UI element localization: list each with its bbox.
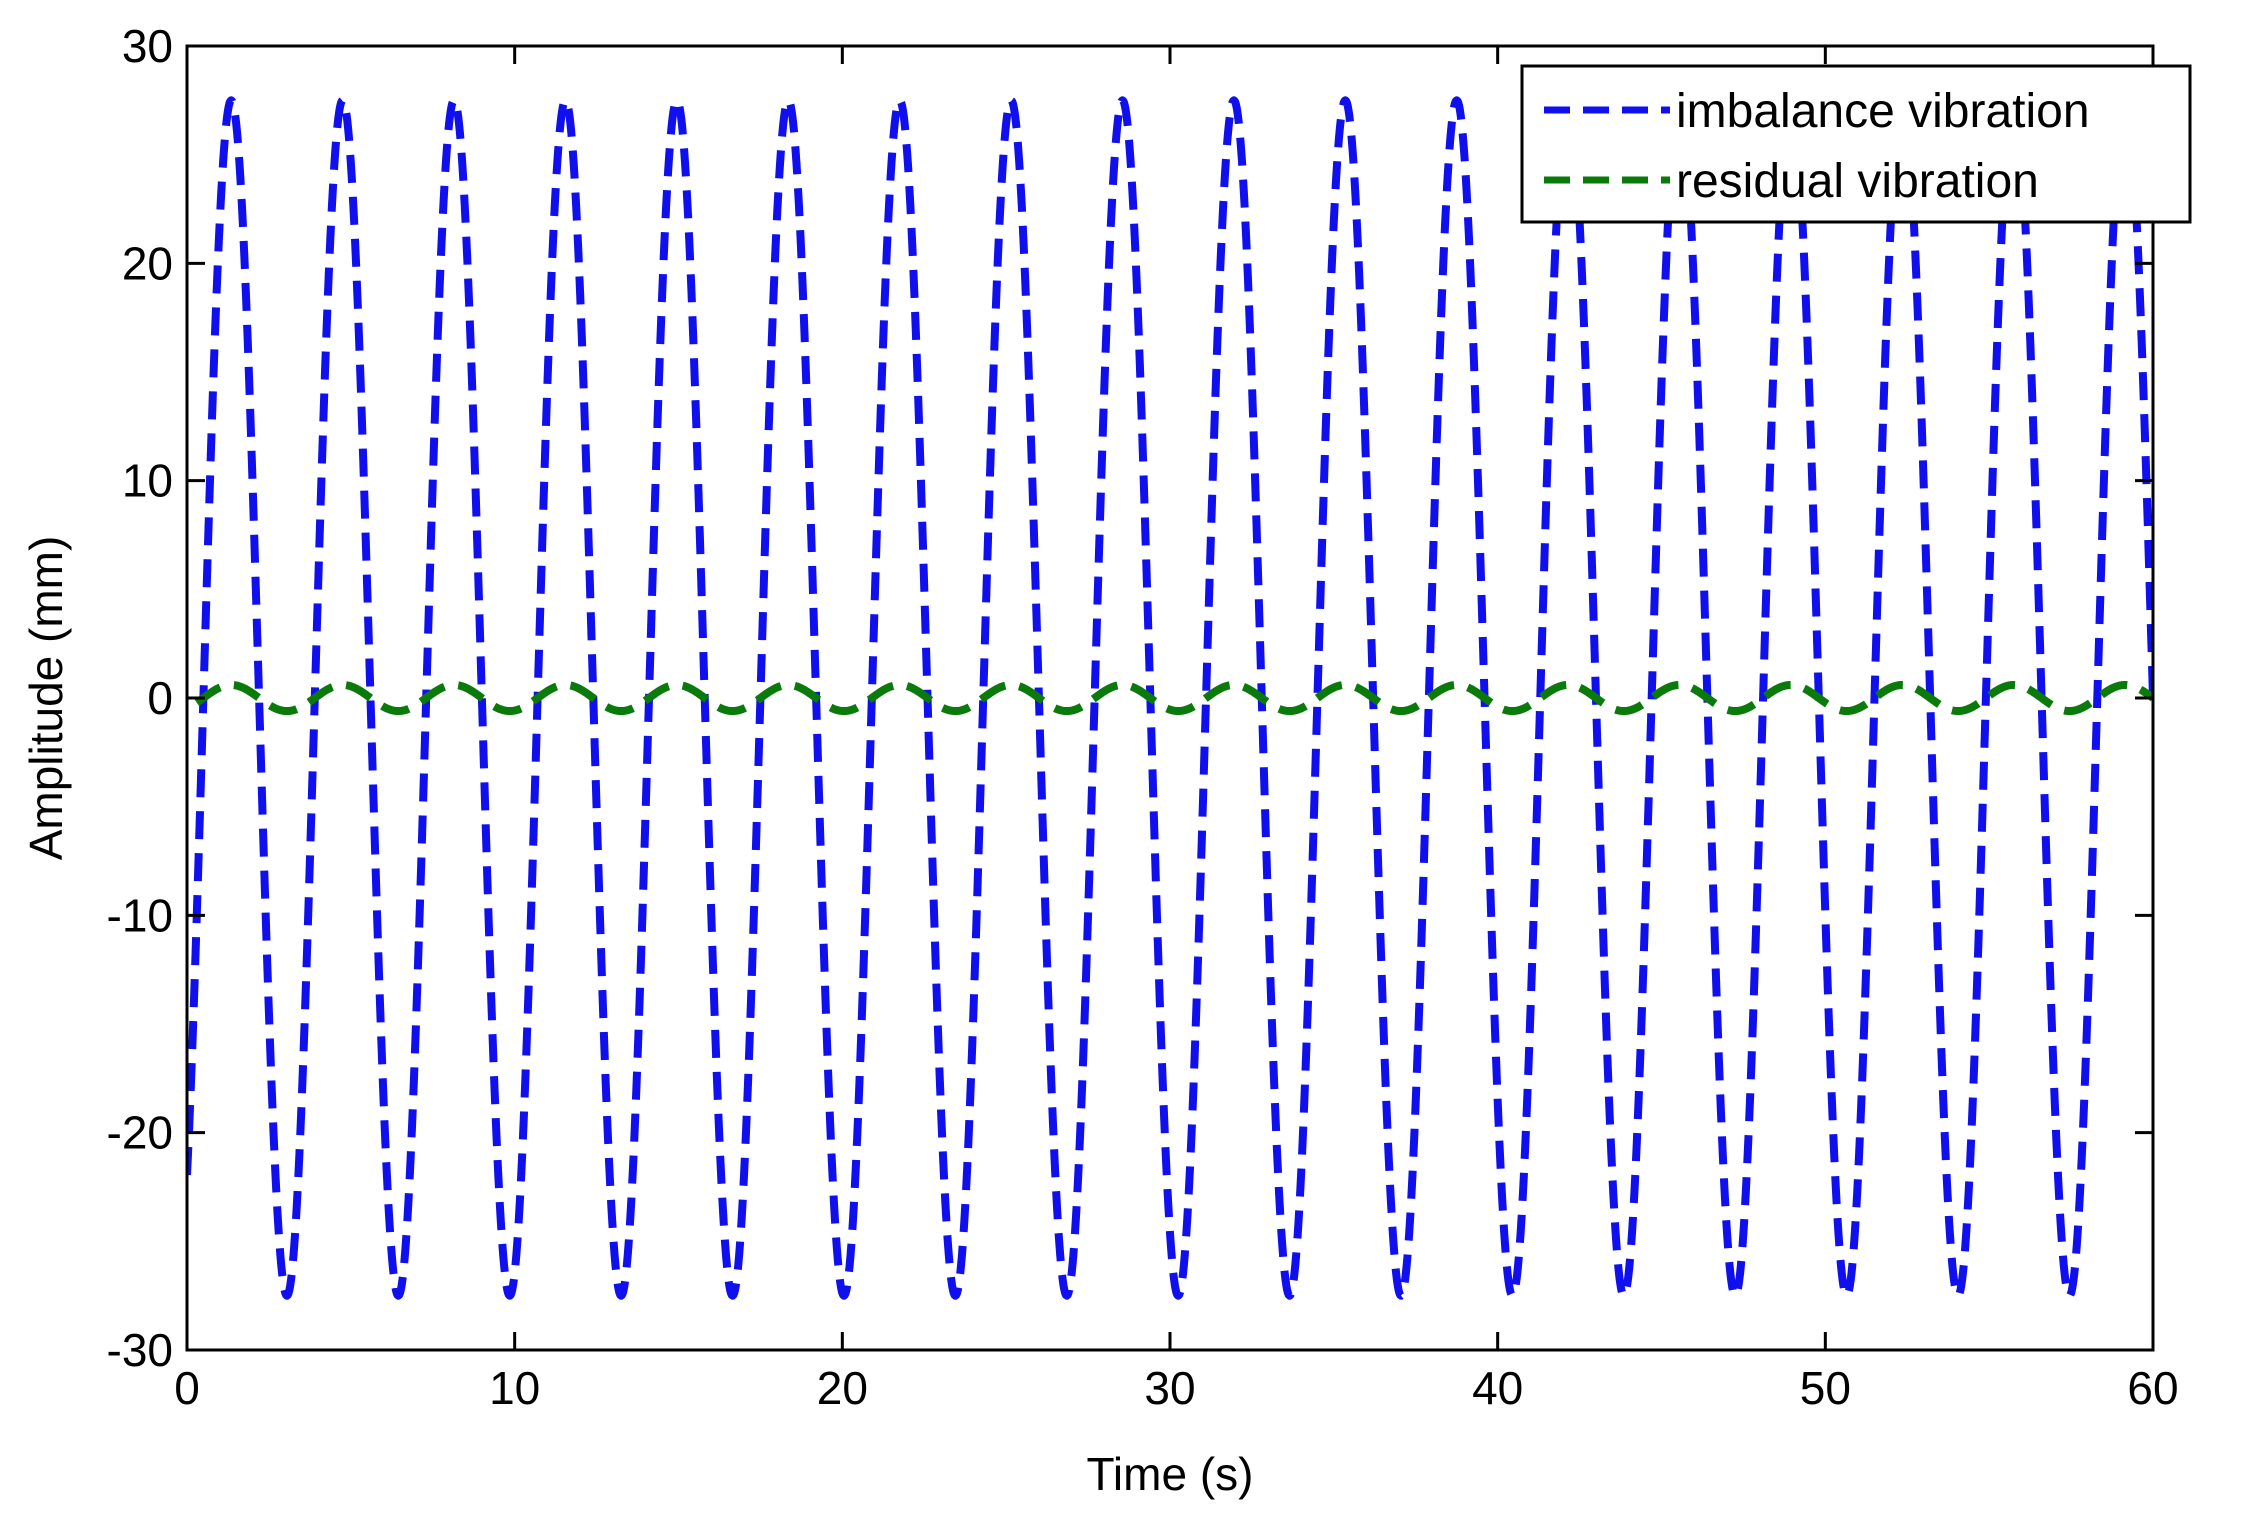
x-axis-label: Time (s)	[1087, 1448, 1254, 1500]
series-line-imbalance	[187, 96, 2153, 1300]
y-tick-label: 0	[147, 672, 173, 724]
series-line-residual	[193, 680, 2153, 716]
y-tick-label: 20	[122, 237, 173, 289]
legend-label-residual: residual vibration	[1676, 155, 2039, 208]
x-tick-label: 30	[1144, 1362, 1195, 1414]
y-tick-label: 30	[122, 20, 173, 72]
x-tick-label: 40	[1472, 1362, 1523, 1414]
series-layer	[187, 96, 2153, 1300]
y-tick-label: -10	[107, 889, 173, 941]
x-tick-label: 10	[489, 1362, 540, 1414]
y-tick-label: -30	[107, 1324, 173, 1376]
legend: imbalance vibration residual vibration	[1520, 64, 2192, 224]
legend-label-imbalance: imbalance vibration	[1676, 85, 2090, 138]
x-tick-label: 20	[817, 1362, 868, 1414]
x-tick-label: 60	[2127, 1362, 2178, 1414]
x-tick-label: 0	[174, 1362, 200, 1414]
y-tick-label: 10	[122, 455, 173, 507]
legend-box	[1520, 64, 2192, 224]
x-axis-ticks: 0 10 20 30 40 50 60	[174, 46, 2179, 1414]
y-axis-ticks: -30 -20 -10 0 10 20 30	[107, 20, 2153, 1376]
x-tick-label: 50	[1800, 1362, 1851, 1414]
y-axis-label: Amplitude (mm)	[20, 536, 72, 861]
y-tick-label: -20	[107, 1107, 173, 1159]
